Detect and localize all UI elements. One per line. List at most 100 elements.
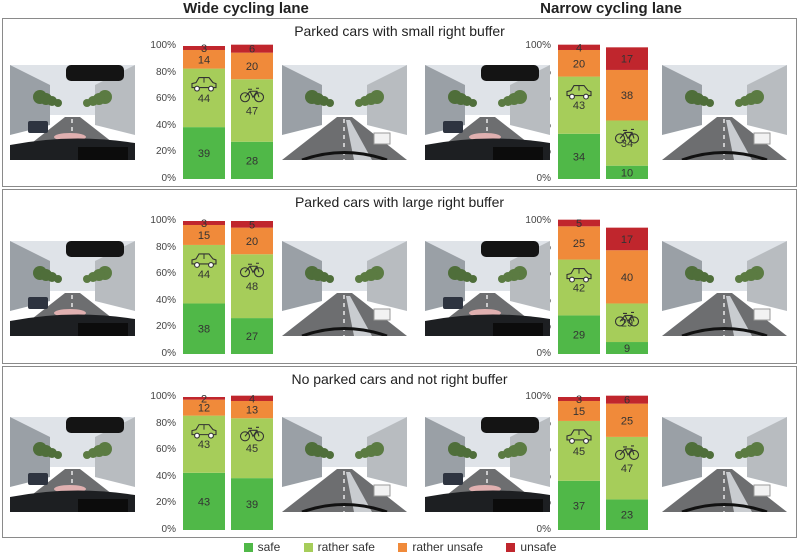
data-label: 29 xyxy=(573,330,585,342)
stacked-bar-group: 43 43 122 39 45 134 xyxy=(183,393,273,530)
bar-segment-rather-unsafe xyxy=(183,49,225,69)
data-label: 44 xyxy=(198,93,210,105)
legend-swatch xyxy=(398,543,408,552)
bar-segment-safe xyxy=(183,303,225,354)
y-tick-label: 60% xyxy=(155,444,176,456)
data-label: 4 xyxy=(249,393,255,405)
legend: safe rather safe rather unsafe unsafe xyxy=(0,540,800,554)
car-icon xyxy=(191,253,217,268)
data-label: 14 xyxy=(198,54,210,66)
data-label: 4 xyxy=(576,42,582,54)
header-wide-lane: Wide cycling lane xyxy=(183,0,309,17)
street-scene-image xyxy=(10,65,135,160)
bar-segment-safe xyxy=(606,342,648,354)
data-label: 20 xyxy=(573,58,585,70)
bar-segment-safe xyxy=(558,480,600,530)
data-label: 39 xyxy=(246,499,258,511)
y-tick-label: 40% xyxy=(155,470,176,482)
data-label: 3 xyxy=(201,43,207,55)
bar-segment-rather-unsafe xyxy=(183,224,225,245)
data-label: 23 xyxy=(621,510,633,522)
data-label: 43 xyxy=(198,496,210,508)
bar-segment-unsafe xyxy=(558,44,600,50)
data-label: 25 xyxy=(621,415,633,427)
y-tick-label: 100% xyxy=(150,40,176,51)
bicycle-icon xyxy=(614,311,640,327)
data-label: 42 xyxy=(573,283,585,295)
street-scene-image xyxy=(425,65,550,160)
bar-segment-rather-unsafe xyxy=(558,226,600,260)
y-tick-label: 80% xyxy=(155,417,176,429)
data-label: 2 xyxy=(201,393,207,405)
bar-segment-safe xyxy=(558,133,600,179)
bar-segment-unsafe xyxy=(231,44,273,53)
bicycle-icon xyxy=(239,262,265,278)
bar-segment-unsafe xyxy=(606,227,648,251)
car-icon xyxy=(191,424,217,439)
street-scene-image xyxy=(282,65,407,160)
legend-item-unsafe: unsafe xyxy=(506,540,556,554)
data-label: 20 xyxy=(246,236,258,248)
data-label: 44 xyxy=(198,269,210,281)
bar-segment-rather-unsafe xyxy=(606,250,648,304)
bar-segment-unsafe xyxy=(231,221,273,228)
legend-label: rather safe xyxy=(317,540,375,554)
y-tick-label: 0% xyxy=(536,173,551,184)
bar-segment-safe xyxy=(231,141,273,179)
bar-segment-unsafe xyxy=(606,47,648,70)
bar-segment-rather-unsafe xyxy=(183,399,225,416)
bar-segment-rather-safe xyxy=(606,120,648,166)
y-tick-label: 0% xyxy=(536,348,551,359)
bar-segment-safe xyxy=(231,318,273,354)
street-scene-image xyxy=(10,241,135,336)
data-label: 43 xyxy=(198,439,210,451)
stacked-bar-group: 39 44 143 28 47 20 6 xyxy=(183,43,273,179)
bar-segment-rather-unsafe xyxy=(231,400,273,419)
panel-title: Parked cars with small right buffer xyxy=(294,23,505,39)
bicycle-icon xyxy=(614,128,640,144)
car-icon xyxy=(566,268,592,283)
street-scene-image xyxy=(282,241,407,336)
bar-segment-rather-safe xyxy=(231,254,273,319)
bar-segment-unsafe xyxy=(606,395,648,404)
data-label: 6 xyxy=(249,44,255,56)
data-label: 27 xyxy=(246,331,258,343)
car-icon xyxy=(566,85,592,100)
data-label: 13 xyxy=(246,405,258,417)
legend-swatch xyxy=(243,543,253,552)
y-tick-label: 100% xyxy=(525,40,551,51)
bar-segment-rather-unsafe xyxy=(231,227,273,255)
stacked-bar-group: 34 43 20 4 10 34 38 17 xyxy=(558,42,648,179)
legend-item-safe: safe xyxy=(243,540,280,554)
car-icon xyxy=(191,77,217,92)
data-label: 45 xyxy=(573,446,585,458)
panel-title: Parked cars with large right buffer xyxy=(294,194,505,210)
bar-segment-unsafe xyxy=(183,46,225,50)
street-scene-image xyxy=(425,241,550,336)
bar-segment-safe xyxy=(183,127,225,179)
bicycle-icon xyxy=(614,445,640,460)
data-label: 10 xyxy=(621,167,633,179)
data-label: 15 xyxy=(573,406,585,418)
data-label: 15 xyxy=(198,230,210,242)
bar-segment-unsafe xyxy=(183,221,225,225)
data-label: 3 xyxy=(576,394,582,406)
street-scene-image xyxy=(282,417,407,512)
y-tick-label: 0% xyxy=(161,173,176,184)
data-label: 28 xyxy=(246,155,258,167)
y-tick-label: 20% xyxy=(155,321,176,333)
y-tick-label: 80% xyxy=(155,241,176,253)
data-label: 45 xyxy=(246,443,258,455)
data-label: 12 xyxy=(198,403,210,415)
data-label: 34 xyxy=(573,151,585,163)
bicycle-icon xyxy=(239,87,265,103)
data-label: 47 xyxy=(246,106,258,118)
data-label: 17 xyxy=(621,234,633,246)
bar-segment-unsafe xyxy=(183,397,225,400)
bar-segment-rather-unsafe xyxy=(558,49,600,77)
y-tick-label: 100% xyxy=(150,215,176,226)
data-label: 34 xyxy=(621,138,633,150)
bar-segment-safe xyxy=(606,165,648,179)
y-tick-label: 0% xyxy=(161,348,176,359)
